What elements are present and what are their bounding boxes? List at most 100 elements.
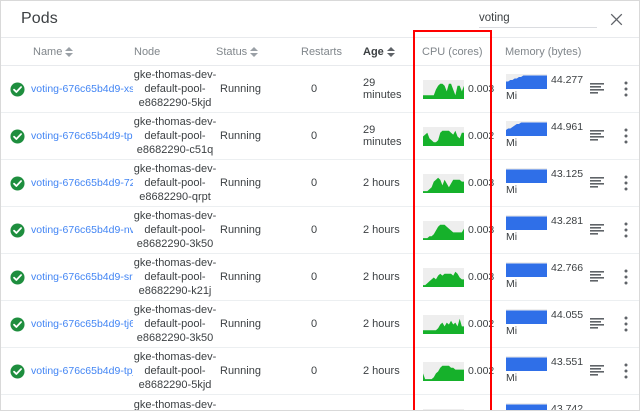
node-cell: gke-thomas-dev-default-pool-e8682290-3k5… (133, 301, 217, 347)
sort-arrows-icon[interactable] (65, 46, 74, 58)
node-cell: gke-thomas-dev-default-pool-e8682290-qrp… (134, 160, 217, 206)
sort-arrows-icon[interactable] (250, 46, 259, 58)
status-text: Running (220, 130, 261, 142)
more-vert-icon[interactable] (624, 222, 628, 238)
cpu-sparkline (423, 220, 464, 240)
restarts-value: 0 (311, 224, 318, 236)
pod-name-link[interactable]: voting-676c65b4d9-tpj (31, 365, 133, 377)
restarts-value: 0 (301, 395, 363, 410)
logs-icon[interactable] (590, 318, 604, 330)
memory-unit: Mi (506, 372, 518, 384)
node-name-line: gke-thomas-dev- (133, 304, 217, 316)
more-vert-icon[interactable] (624, 363, 628, 379)
restarts-value: 0 (311, 365, 318, 377)
table-row[interactable]: voting-676c65b4d9-xs gke-thomas-dev-defau… (1, 66, 639, 113)
table-row[interactable]: voting-676c65b4d9-tpj gke-thomas-dev-defa… (1, 348, 639, 395)
pod-name-cell: voting-676c65b4d9-tpj (31, 348, 134, 394)
more-vert-icon[interactable] (624, 316, 628, 332)
status-text: Running (220, 318, 261, 330)
memory-sparkline (506, 168, 547, 183)
cpu-sparkline (423, 267, 464, 287)
table-row[interactable]: voting-676c65b4d9-72 gke-thomas-dev-defau… (1, 160, 639, 207)
table-row[interactable]: voting-676c65b4d9-nv gke-thomas-dev-defau… (1, 207, 639, 254)
column-header-node: Node (134, 46, 216, 58)
status-text: Running (220, 271, 261, 283)
node-cell: gke-thomas-dev-default-pool-e8682290-5kj… (133, 348, 217, 394)
memory-sparkline (506, 356, 547, 371)
memory-value: 44.055 (551, 309, 584, 321)
logs-icon[interactable] (590, 224, 604, 236)
memory-unit: Mi (506, 325, 518, 337)
cpu-sparkline (423, 79, 464, 99)
age-value: 2 hours (363, 177, 400, 189)
cpu-cell: 0.002 (413, 348, 497, 394)
close-icon[interactable] (607, 10, 625, 28)
search-input[interactable] (479, 10, 597, 28)
memory-cell: 43.742Mi (497, 395, 583, 410)
node-name-line: e8682290-3k50 (136, 238, 214, 250)
column-header-age[interactable]: Age (363, 46, 413, 58)
node-name-line: e8682290-k21j (138, 285, 212, 297)
more-vert-icon[interactable] (624, 128, 628, 144)
pod-name-link[interactable]: voting-676c65b4d9-72 (31, 177, 133, 189)
column-header-memory-label: Memory (bytes) (505, 45, 582, 58)
age-value: 2 hours (363, 365, 400, 377)
column-header-status-label: Status (216, 45, 248, 58)
memory-value: 43.551 (551, 356, 584, 368)
node-name-line: gke-thomas-dev- (133, 351, 217, 363)
column-header-restarts-label: Restarts (301, 45, 342, 58)
memory-sparkline (506, 74, 547, 89)
table-row[interactable]: voting-676c65b4d9-srl gke-thomas-dev-defa… (1, 254, 639, 301)
menu-cell (611, 207, 639, 253)
logs-icon[interactable] (590, 365, 604, 377)
node-name-line: default-pool- (144, 83, 206, 95)
node-name-line: default-pool- (144, 365, 206, 377)
cpu-value: 0.003 (468, 271, 495, 283)
pod-name-link[interactable]: voting-676c65b4d9-tj6 (31, 318, 133, 330)
memory-unit: Mi (506, 90, 518, 102)
memory-top: 44.055 (506, 309, 583, 324)
logs-cell (583, 113, 611, 159)
age-value: 2 hours (363, 271, 400, 283)
cpu-value: 0.002 (468, 318, 495, 330)
pod-name-link[interactable]: voting-676c65b4d9-nv (31, 224, 133, 236)
memory-cell: 43.125 Mi (497, 160, 583, 206)
node-name-line: gke-thomas-dev- (133, 210, 217, 222)
cpu-value: 0.003 (468, 83, 495, 95)
memory-unit: Mi (506, 137, 518, 149)
cpu-cell: 0.003 (413, 66, 497, 112)
table-row[interactable]: voting-676c65b4d9-tj6 gke-thomas-dev-defa… (1, 301, 639, 348)
logs-icon[interactable] (590, 130, 604, 142)
column-header-node-label: Node (134, 45, 161, 58)
more-vert-icon[interactable] (624, 269, 628, 285)
menu-cell (611, 348, 639, 394)
pod-name-link[interactable]: voting-676c65b4d9-tpr (31, 130, 133, 142)
column-header-status[interactable]: Status (216, 46, 301, 58)
node-name-line: default-pool- (144, 130, 206, 142)
sort-arrows-icon[interactable] (386, 46, 395, 58)
table-row[interactable]: voting-676c65b4d9-8fgke-thomas-dev-defau… (1, 395, 639, 410)
pod-name-link[interactable]: voting-676c65b4d9-srl (31, 271, 133, 283)
more-vert-icon[interactable] (624, 81, 628, 97)
column-header-name[interactable]: Name (31, 46, 134, 58)
table-row[interactable]: voting-676c65b4d9-tpr gke-thomas-dev-defa… (1, 113, 639, 160)
memory-inner: 43.742Mi (506, 403, 583, 410)
logs-icon[interactable] (590, 177, 604, 189)
memory-cell: 44.055 Mi (497, 301, 583, 347)
memory-cell: 44.277 Mi (497, 66, 583, 112)
memory-top: 43.281 (506, 215, 583, 230)
restarts-value: 0 (311, 271, 318, 283)
status-text: Running (216, 395, 301, 410)
logs-icon[interactable] (590, 271, 604, 283)
status-text: Running (220, 224, 261, 236)
status-text: Running (220, 83, 261, 95)
memory-top: 43.125 (506, 168, 583, 183)
column-header-restarts: Restarts (301, 46, 363, 58)
column-header-cpu-label: CPU (cores) (422, 45, 483, 58)
logs-icon[interactable] (590, 83, 604, 95)
more-vert-icon[interactable] (624, 175, 628, 191)
pod-name-link[interactable]: voting-676c65b4d9-xs (31, 83, 133, 95)
memory-top: 43.551 (506, 356, 583, 371)
node-name-line: gke-thomas-dev- (133, 257, 217, 269)
restarts-value: 0 (311, 318, 318, 330)
